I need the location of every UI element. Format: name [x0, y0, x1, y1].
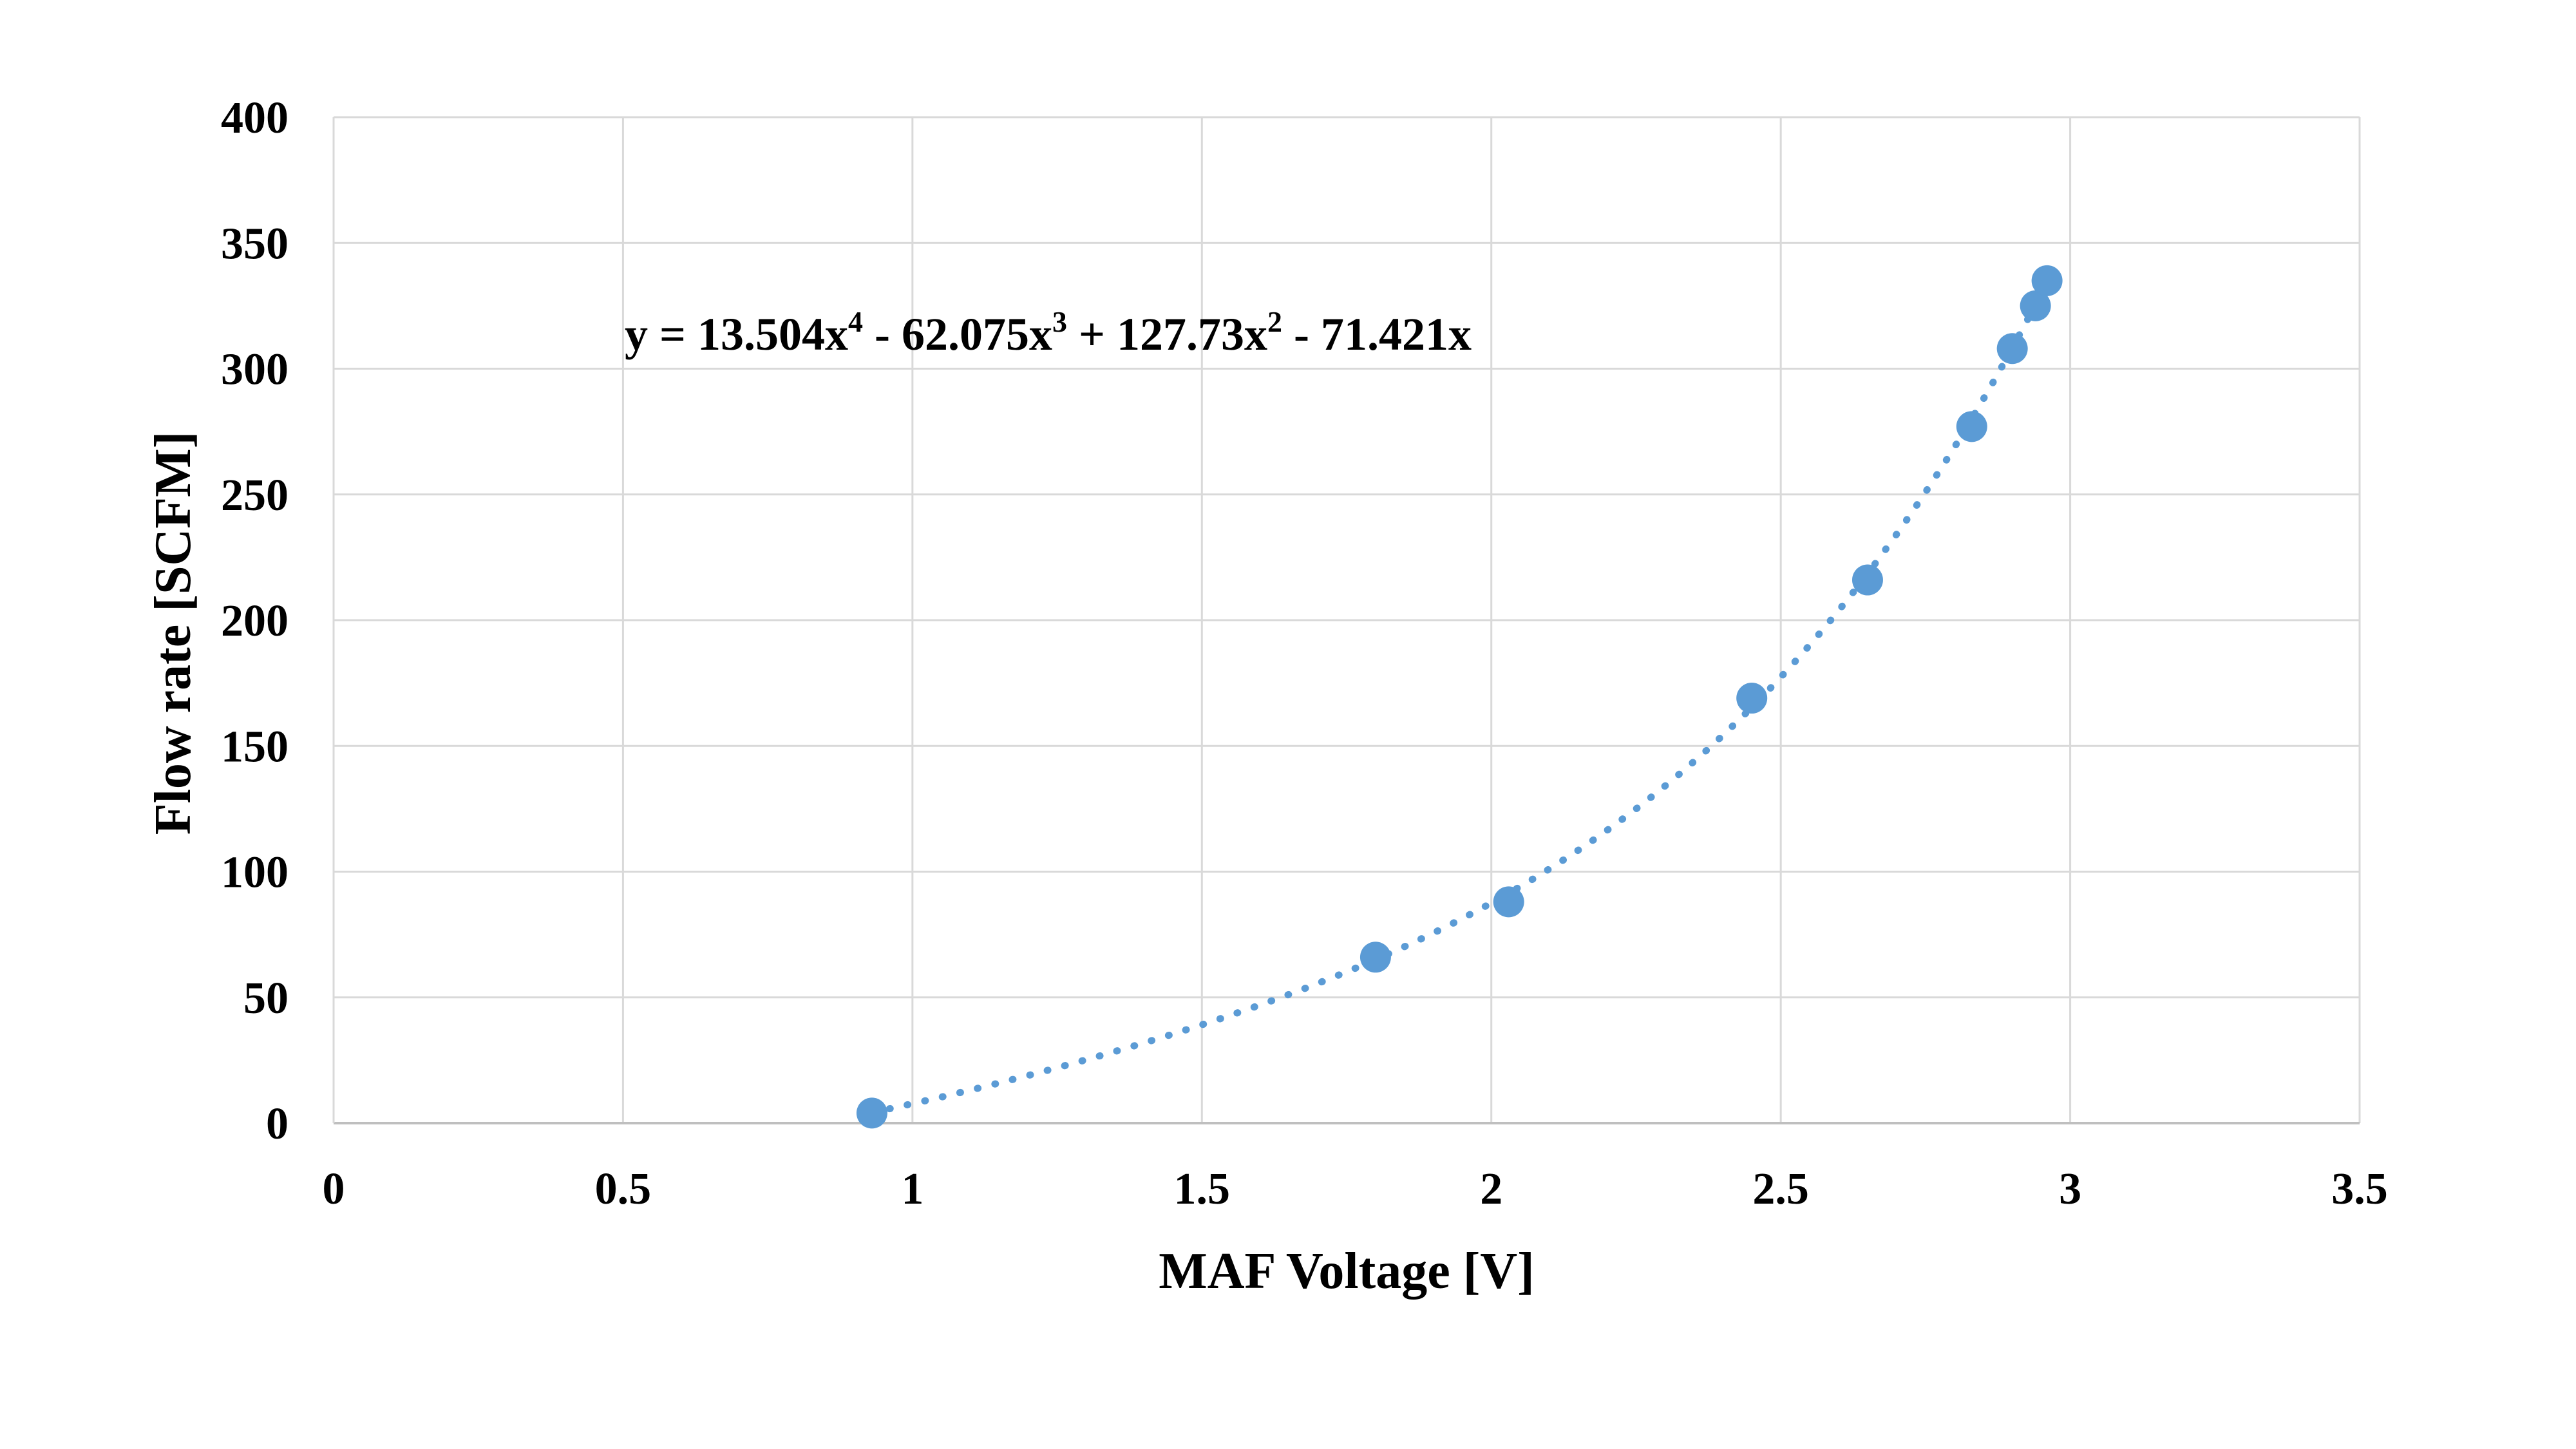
- y-tick-label: 0: [266, 1099, 289, 1149]
- trendline-path: [868, 278, 2051, 1116]
- x-tick-label: 0: [323, 1164, 345, 1214]
- x-tick-label: 2.5: [1752, 1164, 1809, 1214]
- axes: [332, 117, 2360, 1124]
- trendline: [868, 278, 2051, 1116]
- y-tick-label: 150: [221, 722, 289, 772]
- x-axis-title: MAF Voltage [V]: [1159, 1243, 1535, 1300]
- y-axis-title: Flow rate [SCFM]: [145, 431, 202, 835]
- data-point: [1359, 942, 1391, 973]
- data-point: [1852, 564, 1883, 596]
- y-tick-label: 350: [221, 219, 289, 269]
- x-tick-label: 1.5: [1174, 1164, 1231, 1214]
- data-point: [2031, 265, 2063, 296]
- data-point: [1493, 886, 1524, 918]
- y-tick-label: 250: [221, 471, 289, 520]
- data-point: [1956, 411, 1987, 442]
- tick-labels: 0 0.5 1 1.5 2 2.5 3 3.5 0 50 100 150 200 250 300 350 400: [221, 93, 2388, 1214]
- y-tick-label: 300: [221, 345, 289, 395]
- data-point: [1996, 333, 2028, 365]
- data-points: [856, 265, 2063, 1129]
- x-tick-label: 3.5: [2331, 1164, 2388, 1214]
- data-point: [1736, 683, 1768, 714]
- data-point: [2020, 290, 2051, 321]
- data-point: [856, 1097, 887, 1129]
- y-tick-label: 100: [221, 848, 289, 898]
- y-tick-label: 400: [221, 93, 289, 143]
- x-tick-label: 1: [901, 1164, 923, 1214]
- gridlines: [334, 116, 2361, 1123]
- trendline-equation: y = 13.504x4 - 62.075x3 + 127.73x2 - 71.…: [625, 305, 1472, 360]
- x-tick-label: 0.5: [595, 1164, 652, 1214]
- x-tick-label: 2: [1480, 1164, 1502, 1214]
- y-tick-label: 50: [243, 974, 289, 1023]
- x-tick-label: 3: [2059, 1164, 2081, 1214]
- y-tick-label: 200: [221, 596, 289, 646]
